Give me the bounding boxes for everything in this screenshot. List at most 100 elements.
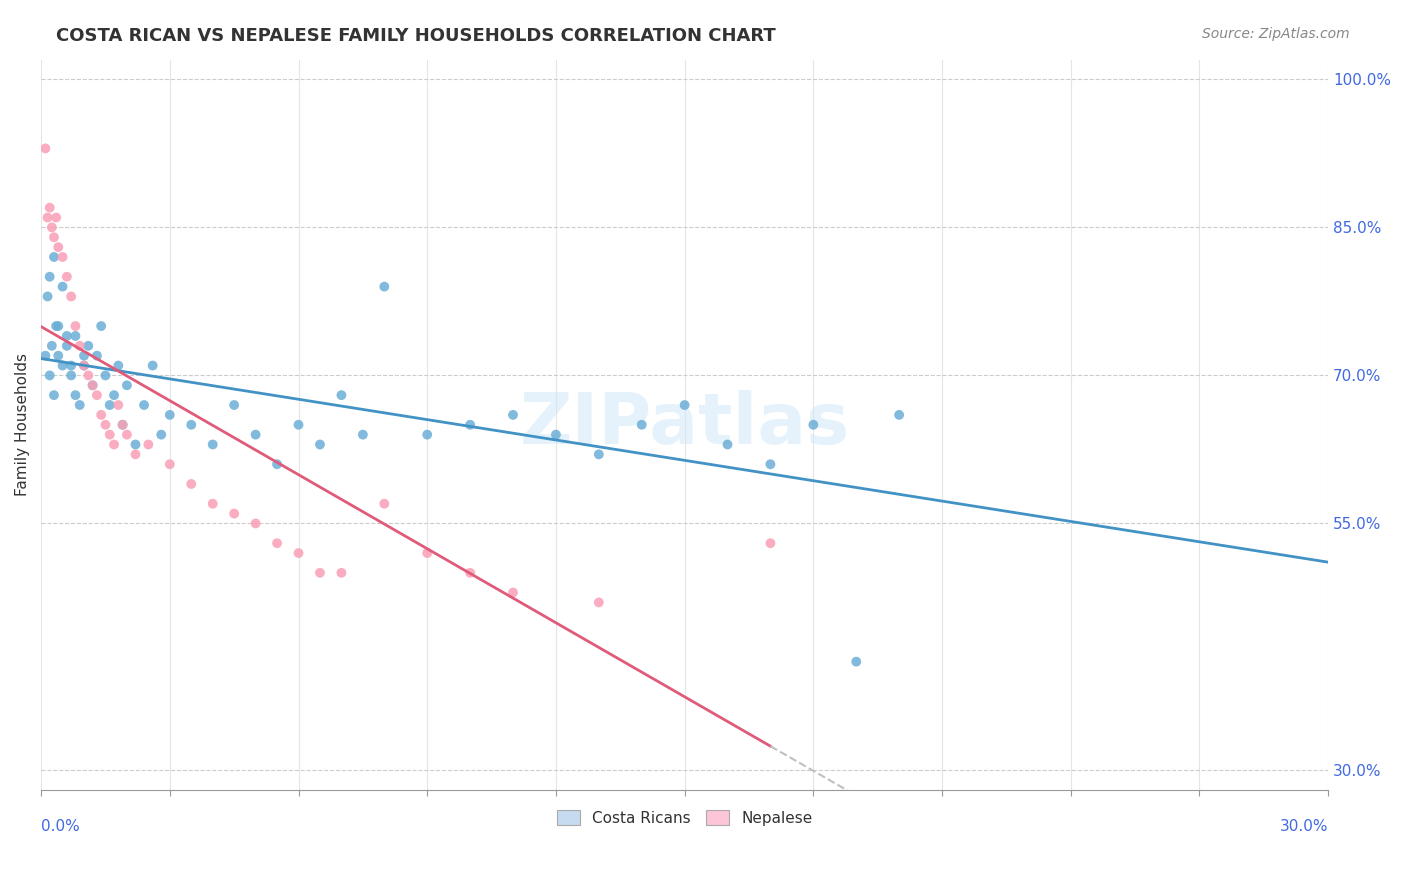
Point: [69, 339, 91, 353]
Point: [142, 359, 165, 373]
Point: [111, 417, 134, 432]
Point: [416, 546, 439, 560]
Point: [124, 437, 146, 451]
Point: [630, 417, 652, 432]
Point: [330, 566, 353, 580]
Point: [38, 201, 60, 215]
Point: [51, 359, 73, 373]
Point: [588, 595, 610, 609]
Point: [56, 269, 79, 284]
Point: [98, 427, 121, 442]
Point: [77, 339, 100, 353]
Point: [60, 289, 83, 303]
Point: [132, 398, 155, 412]
Legend: Costa Ricans, Nepalese: Costa Ricans, Nepalese: [550, 802, 820, 833]
Point: [56, 329, 79, 343]
Point: [115, 378, 138, 392]
Point: [759, 536, 782, 550]
Point: [287, 546, 309, 560]
Point: [180, 417, 202, 432]
Point: [45, 211, 67, 225]
Point: [38, 368, 60, 383]
Y-axis label: Family Households: Family Households: [15, 353, 30, 496]
Point: [65, 329, 87, 343]
Point: [42, 250, 65, 264]
Point: [37, 211, 59, 225]
Point: [94, 417, 117, 432]
Point: [34, 141, 56, 155]
Point: [159, 408, 181, 422]
Point: [56, 339, 79, 353]
Point: [245, 427, 267, 442]
Point: [86, 349, 108, 363]
Text: ZIPatlas: ZIPatlas: [520, 391, 849, 459]
Point: [90, 408, 112, 422]
Point: [502, 585, 524, 599]
Point: [46, 349, 69, 363]
Text: 30.0%: 30.0%: [1279, 819, 1329, 834]
Point: [115, 427, 138, 442]
Point: [502, 408, 524, 422]
Point: [138, 437, 160, 451]
Point: [716, 437, 738, 451]
Text: 0.0%: 0.0%: [41, 819, 80, 834]
Point: [150, 427, 173, 442]
Point: [201, 437, 224, 451]
Point: [458, 417, 481, 432]
Point: [111, 417, 134, 432]
Point: [588, 447, 610, 461]
Point: [673, 398, 696, 412]
Point: [107, 398, 129, 412]
Point: [107, 359, 129, 373]
Point: [73, 359, 96, 373]
Point: [103, 388, 125, 402]
Point: [73, 359, 96, 373]
Point: [60, 359, 83, 373]
Point: [65, 319, 87, 334]
Point: [41, 220, 63, 235]
Point: [46, 240, 69, 254]
Point: [801, 417, 824, 432]
Point: [266, 536, 288, 550]
Point: [51, 250, 73, 264]
Point: [330, 388, 353, 402]
Point: [86, 388, 108, 402]
Point: [287, 417, 309, 432]
Point: [42, 388, 65, 402]
Point: [245, 516, 267, 531]
Point: [544, 427, 567, 442]
Point: [416, 427, 439, 442]
Point: [38, 269, 60, 284]
Point: [69, 398, 91, 412]
Point: [458, 566, 481, 580]
Point: [82, 378, 104, 392]
Point: [373, 279, 395, 293]
Point: [46, 319, 69, 334]
Point: [845, 655, 868, 669]
Point: [309, 566, 332, 580]
Text: Source: ZipAtlas.com: Source: ZipAtlas.com: [1202, 27, 1350, 41]
Point: [103, 437, 125, 451]
Point: [65, 388, 87, 402]
Point: [37, 289, 59, 303]
Point: [90, 319, 112, 334]
Point: [51, 279, 73, 293]
Point: [352, 427, 374, 442]
Point: [77, 368, 100, 383]
Point: [82, 378, 104, 392]
Point: [94, 368, 117, 383]
Point: [98, 398, 121, 412]
Point: [45, 319, 67, 334]
Point: [34, 349, 56, 363]
Point: [41, 339, 63, 353]
Point: [224, 507, 246, 521]
Point: [159, 457, 181, 471]
Text: COSTA RICAN VS NEPALESE FAMILY HOUSEHOLDS CORRELATION CHART: COSTA RICAN VS NEPALESE FAMILY HOUSEHOLD…: [56, 27, 776, 45]
Point: [73, 349, 96, 363]
Point: [224, 398, 246, 412]
Point: [201, 497, 224, 511]
Point: [309, 437, 332, 451]
Point: [60, 368, 83, 383]
Point: [124, 447, 146, 461]
Point: [887, 408, 910, 422]
